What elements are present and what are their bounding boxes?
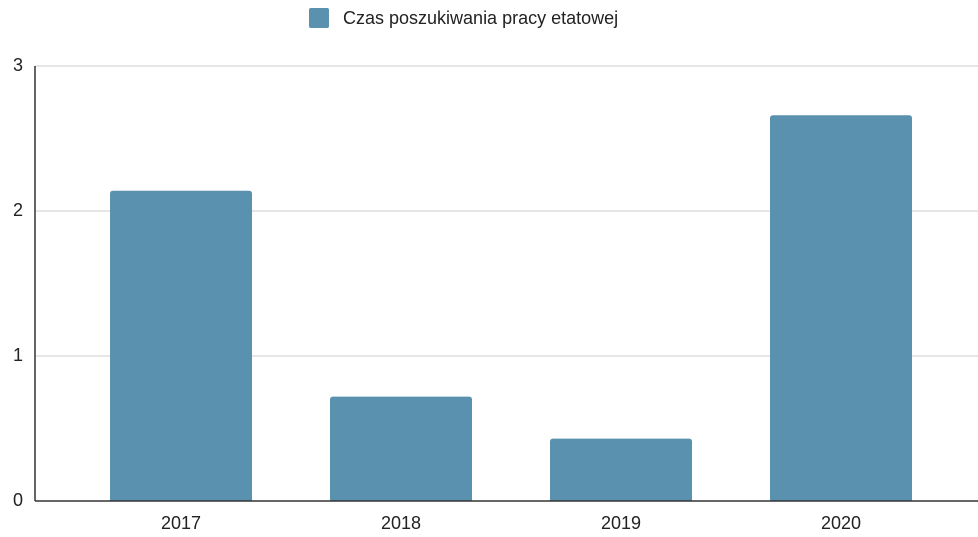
bar	[330, 396, 472, 501]
legend-swatch	[309, 8, 329, 28]
x-tick-label: 2020	[821, 513, 861, 533]
x-tick-label: 2017	[161, 513, 201, 533]
legend-label: Czas poszukiwania pracy etatowej	[343, 8, 618, 28]
bar	[550, 438, 692, 501]
y-tick-label: 0	[13, 490, 23, 510]
y-tick-label: 1	[13, 345, 23, 365]
y-tick-label: 2	[13, 200, 23, 220]
bar	[110, 190, 252, 501]
x-tick-label: 2019	[601, 513, 641, 533]
y-tick-label: 3	[13, 55, 23, 75]
bar	[770, 115, 912, 502]
x-tick-label: 2018	[381, 513, 421, 533]
